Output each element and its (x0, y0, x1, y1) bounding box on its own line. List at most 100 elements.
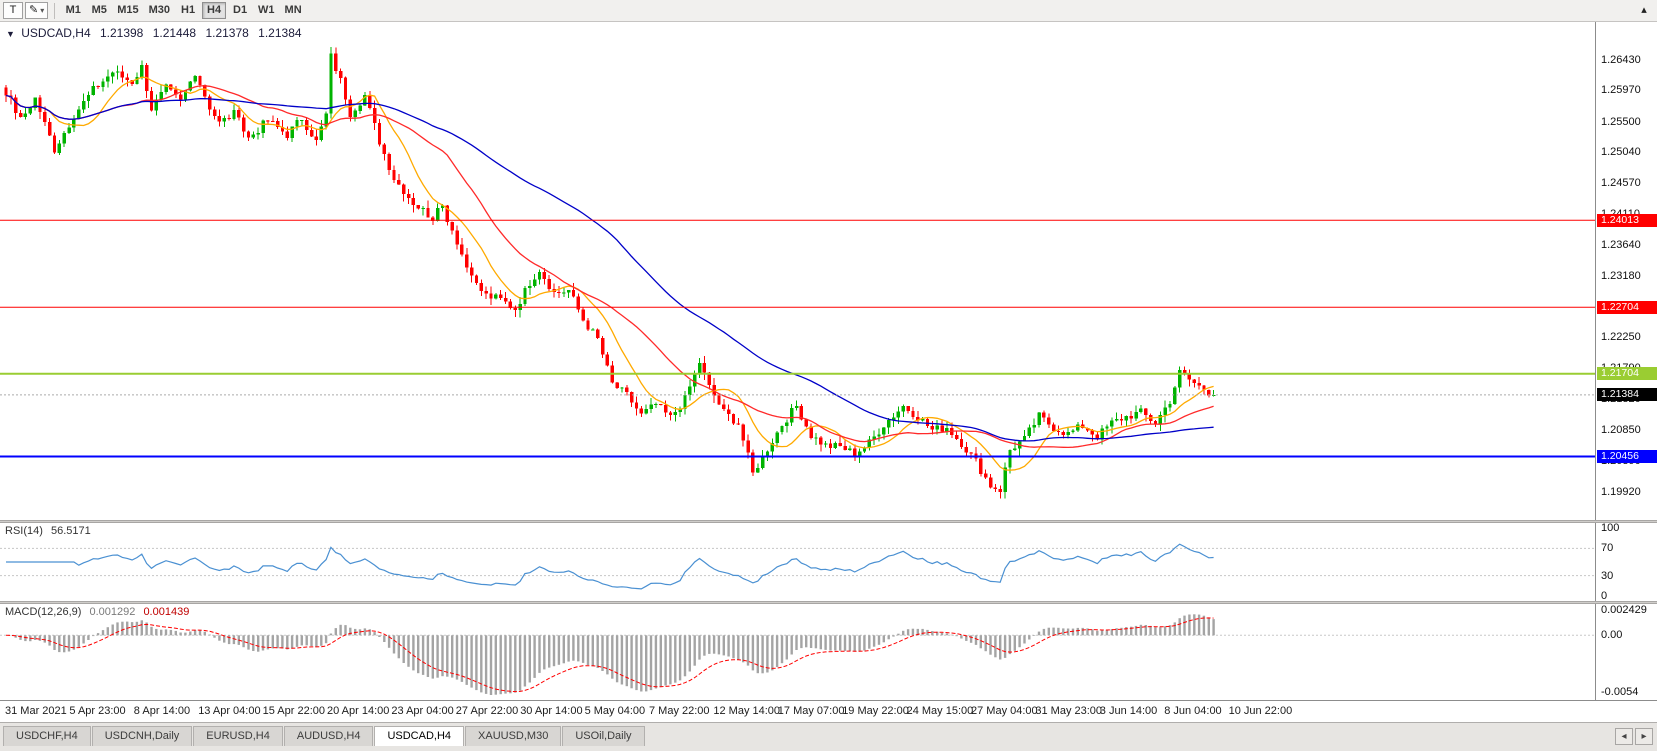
ohlc-low: 1.21378 (205, 26, 249, 40)
timeframe-button-m5[interactable]: M5 (87, 2, 111, 19)
ohlc-high: 1.21448 (152, 26, 197, 40)
pen-icon: ✎ (29, 4, 39, 16)
collapse-triangle-icon[interactable]: ▼ (6, 29, 15, 39)
timeframe-button-m30[interactable]: M30 (145, 2, 174, 19)
time-axis-label: 12 May 14:00 (713, 705, 781, 717)
chart-tab-usdcnh-daily[interactable]: USDCNH,Daily (91, 726, 193, 746)
chart-tab-usdcad-h4[interactable]: USDCAD,H4 (374, 726, 465, 746)
macd-canvas (0, 614, 1595, 695)
chart-tab-audusd-h4[interactable]: AUDUSD,H4 (283, 726, 374, 746)
price-tag-1.24013[interactable]: 1.24013 (1597, 213, 1657, 227)
time-axis-label: 27 May 04:00 (971, 705, 1038, 717)
rsi-level-label: 70 (1601, 542, 1614, 555)
macd-name: MACD(12,26,9) (5, 606, 82, 618)
macd-label: MACD(12,26,9) 0.001292 0.001439 (5, 606, 194, 618)
time-axis-label: 17 May 07:00 (777, 705, 845, 717)
macd-value-main: 0.001292 (89, 606, 136, 618)
rsi-panel[interactable]: RSI(14) 56.5171 (0, 523, 1595, 601)
type-tool-button[interactable]: T (3, 2, 23, 19)
price-tick-label: 1.23180 (1601, 269, 1641, 282)
price-axis[interactable]: 1.264301.259701.255001.250401.245701.241… (1595, 22, 1657, 700)
price-tick-label: 1.25500 (1601, 115, 1641, 128)
price-tick-label: 1.26430 (1601, 53, 1641, 66)
rsi-name: RSI(14) (5, 525, 43, 537)
macd-signal-line (5, 617, 1214, 693)
panel-splitter[interactable] (0, 520, 1657, 523)
timeframe-button-h1[interactable]: H1 (176, 2, 200, 19)
rsi-level-label: 30 (1601, 569, 1614, 582)
time-axis-label: 19 May 22:00 (842, 705, 909, 717)
time-axis-label: 30 Apr 14:00 (520, 705, 583, 717)
macd-level-label: 0.002429 (1601, 603, 1647, 616)
macd-value-signal: 0.001439 (143, 606, 190, 618)
toolbar-overflow-button[interactable]: ▴ (1634, 2, 1654, 19)
time-axis-label: 10 Jun 22:00 (1228, 705, 1293, 717)
time-axis-label: 5 May 04:00 (584, 705, 646, 717)
time-axis-label: 3 Jun 14:00 (1099, 705, 1158, 717)
price-chart-canvas (0, 47, 1595, 499)
timeframe-button-w1[interactable]: W1 (254, 2, 279, 19)
time-axis-label: 15 Apr 22:00 (262, 705, 325, 717)
rsi-level-label: 100 (1601, 522, 1620, 534)
time-axis-label: 31 May 23:00 (1035, 705, 1103, 717)
chart-tabs: USDCHF,H4 USDCNH,Daily EURUSD,H4 AUDUSD,H4 U… (2, 726, 645, 746)
chart-symbol: USDCAD,H4 (21, 26, 91, 40)
macd-level-label: 0.00 (1601, 629, 1623, 642)
time-axis-label: 5 Apr 23:00 (69, 705, 126, 717)
main-chart[interactable]: ▼ USDCAD,H4 1.21398 1.21448 1.21378 1.21… (0, 22, 1595, 520)
ma-line-60 (5, 94, 1214, 442)
toolbar: T ✎ ▾ M1 M5 M15 M30 H1 H4 D1 W1 MN ▴ (0, 0, 1657, 22)
timeframe-button-h4[interactable]: H4 (202, 2, 227, 19)
bid-price-tag[interactable]: 1.21384 (1597, 388, 1657, 402)
macd-panel[interactable]: MACD(12,26,9) 0.001292 0.001439 (0, 604, 1595, 700)
ohlc-close: 1.21384 (258, 26, 302, 40)
time-axis-label: 24 May 15:00 (906, 705, 974, 717)
tab-scroll-buttons: ◂ ▸ (1615, 728, 1653, 745)
chart-ohlc-header: ▼ USDCAD,H4 1.21398 1.21448 1.21378 1.21… (6, 26, 308, 40)
time-axis-label: 23 Apr 04:00 (391, 705, 454, 717)
timeframe-button-m1[interactable]: M1 (61, 2, 85, 19)
price-tick-label: 1.25040 (1601, 146, 1641, 159)
price-tag-1.21704[interactable]: 1.21704 (1597, 367, 1657, 381)
chart-tab-usdchf-h4[interactable]: USDCHF,H4 (3, 726, 91, 746)
price-tick-label: 1.20850 (1601, 424, 1641, 437)
price-tick-label: 1.23640 (1601, 239, 1641, 252)
price-tick-label: 1.22250 (1601, 331, 1641, 344)
rsi-value: 56.5171 (50, 525, 91, 537)
rsi-level-label: 0 (1601, 590, 1608, 602)
macd-level-label: -0.0054 (1601, 685, 1639, 698)
timeframe-button-d1[interactable]: D1 (228, 2, 252, 19)
timeframe-button-mn[interactable]: MN (281, 2, 306, 19)
time-axis-label: 8 Apr 14:00 (133, 705, 191, 717)
ma-line-10 (5, 76, 1214, 471)
ohlc-open: 1.21398 (99, 26, 144, 40)
chart-tab-bar: USDCHF,H4 USDCNH,Daily EURUSD,H4 AUDUSD,H4 U… (0, 722, 1657, 751)
rsi-label: RSI(14) 56.5171 (5, 525, 96, 537)
time-axis-label: 27 Apr 22:00 (455, 705, 519, 717)
ma-line-25 (5, 85, 1214, 449)
time-axis-label: 31 Mar 2021 (5, 705, 67, 717)
timeframe-button-m15[interactable]: M15 (113, 2, 142, 19)
price-tick-label: 1.24570 (1601, 177, 1641, 190)
price-tick-label: 1.25970 (1601, 84, 1641, 97)
time-axis[interactable]: 31 Mar 2021 5 Apr 23:00 8 Apr 14:00 13 Apr … (0, 700, 1657, 722)
tab-scroll-left-button[interactable]: ◂ (1615, 728, 1633, 745)
panel-splitter[interactable] (0, 601, 1657, 604)
chart-tab-usoil-daily[interactable]: USOil,Daily (562, 726, 645, 746)
chart-tab-xauusd-m30[interactable]: XAUUSD,M30 (465, 726, 562, 746)
tab-scroll-right-button[interactable]: ▸ (1635, 728, 1653, 745)
time-axis-label: 13 Apr 04:00 (198, 705, 261, 717)
time-axis-label: 7 May 22:00 (649, 705, 710, 717)
rsi-line (6, 543, 1214, 590)
rsi-canvas (0, 543, 1595, 590)
timeframe-toolbar: M1 M5 M15 M30 H1 H4 D1 W1 MN (60, 2, 306, 19)
price-tag-1.22704[interactable]: 1.22704 (1597, 300, 1657, 314)
time-axis-label: 20 Apr 14:00 (327, 705, 390, 717)
chart-tab-eurusd-h4[interactable]: EURUSD,H4 (193, 726, 283, 746)
price-tick-label: 1.19920 (1601, 486, 1641, 499)
candlestick-series (4, 47, 1216, 499)
macd-histogram (9, 614, 1215, 695)
toolbar-separator (54, 2, 56, 19)
draw-tool-button[interactable]: ✎ ▾ (25, 2, 49, 19)
price-tag-1.20456[interactable]: 1.20456 (1597, 450, 1657, 464)
